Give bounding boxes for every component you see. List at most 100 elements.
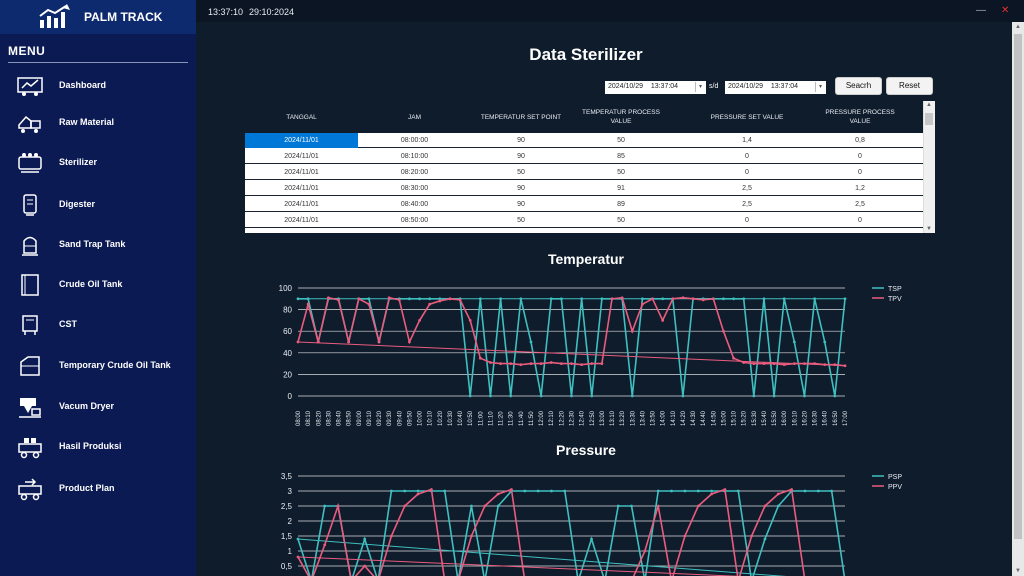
data-point [723, 488, 727, 491]
data-point [323, 543, 327, 547]
table-row[interactable]: 2024/11/01 08:40:00 90 89 2,5 2,5 [245, 197, 923, 212]
data-point [510, 488, 513, 491]
menu-item-crude-oil-tank[interactable]: Crude Oil Tank [10, 270, 192, 300]
x-tick-label: 08:30 [326, 410, 332, 426]
x-tick-label: 13:40 [640, 410, 646, 426]
data-point [549, 361, 553, 364]
trend-line [297, 341, 846, 367]
table-row[interactable]: 2024/11/01 08:30:00 90 91 2,5 1,2 [245, 181, 923, 196]
data-point [736, 489, 740, 493]
trend-line [297, 556, 743, 576]
page-scrollbar-thumb[interactable] [1014, 34, 1022, 539]
menu-item-temporary-crude-oil-tank[interactable]: Temporary Crude Oil Tank [10, 351, 192, 381]
x-tick-label: 15:30 [752, 410, 758, 426]
menu-item-label: Product Plan [59, 483, 115, 493]
product-plan-icon [18, 478, 42, 501]
data-point [509, 394, 513, 398]
data-point [389, 534, 393, 538]
date-to-picker[interactable]: 2024/10/29 13:37:04 ▾ [725, 81, 826, 94]
data-point [347, 340, 351, 344]
table-cell: 08:20:00 [400, 169, 429, 176]
table-scrollbar[interactable]: ▲ ▼ [923, 101, 935, 233]
column-header[interactable]: JAM [408, 113, 421, 121]
crude-oil-tank-icon [21, 274, 39, 296]
x-tick-label: 16:00 [782, 410, 788, 426]
title-bar [0, 0, 1024, 22]
x-tick-label: 14:40 [701, 410, 707, 426]
data-point [430, 488, 433, 491]
y-tick-label: 0 [288, 392, 293, 401]
scroll-down-arrow-icon[interactable]: ▼ [1015, 568, 1021, 574]
menu-item-hasil-produksi[interactable]: Hasil Produksi [10, 432, 192, 462]
x-tick-label: 14:50 [711, 410, 717, 426]
table-cell: 85 [617, 153, 625, 160]
y-tick-label: 2,5 [281, 502, 293, 511]
data-point [416, 492, 420, 496]
table-cell: 50 [517, 169, 525, 176]
data-point [710, 492, 713, 496]
date-from-picker[interactable]: 2024/10/29 13:37:04 ▾ [605, 81, 706, 94]
calendar-icon[interactable]: ▾ [815, 82, 825, 92]
menu-divider [8, 62, 188, 63]
data-point [403, 504, 407, 508]
x-tick-label: 15:40 [762, 410, 768, 426]
column-header[interactable]: TEMPERATUR SET POINT [480, 113, 562, 121]
scroll-up-arrow-icon[interactable]: ▲ [1015, 24, 1021, 30]
table-row[interactable]: 2024/11/01 08:50:00 50 50 0 0 [245, 213, 923, 228]
close-button[interactable]: ✕ [1001, 5, 1010, 16]
y-tick-label: 20 [283, 370, 292, 379]
menu-item-raw-material[interactable]: Raw Material [10, 108, 192, 138]
table-cell: 1,2 [855, 185, 865, 192]
table-cell: 0 [745, 153, 749, 160]
data-point [336, 504, 340, 508]
pressure-chart: 0,5 1 1,5 2 2,5 3 3,5 PSP PPV [281, 472, 902, 576]
menu-item-digester[interactable]: Digester [10, 190, 192, 220]
column-header[interactable]: PRESSURE PROCESS VALUE [825, 109, 895, 125]
table-scrollbar-thumb[interactable] [925, 113, 933, 125]
x-tick-label: 16:50 [833, 410, 839, 426]
data-point [681, 296, 685, 300]
data-point [833, 394, 837, 398]
search-button[interactable]: Seacrh [835, 77, 882, 95]
column-header[interactable]: TANGGAL [286, 113, 317, 121]
clock-date: 29:10:2024 [249, 7, 295, 17]
table-row[interactable]: 2024/11/01 08:10:00 90 85 0 0 [245, 149, 923, 164]
menu-item-vacum-dryer[interactable]: Vacum Dryer [10, 392, 192, 422]
data-point [580, 363, 584, 367]
table-row[interactable]: 2024/11/01 08:00:00 90 50 1,4 0,8 [245, 133, 923, 148]
menu-item-dashboard[interactable]: Dashboard [10, 71, 192, 101]
data-point [803, 489, 807, 493]
data-point [509, 362, 513, 365]
data-point [762, 362, 766, 365]
menu-item-product-plan[interactable]: Product Plan [10, 474, 192, 504]
series-line-psp [297, 490, 846, 576]
menu-item-sand-trap-tank[interactable]: Sand Trap Tank [10, 230, 192, 260]
data-point [496, 504, 500, 508]
data-point [428, 302, 432, 306]
page-scrollbar[interactable]: ▲ ▼ [1012, 22, 1024, 576]
data-point [519, 363, 523, 367]
data-point [732, 356, 735, 360]
reset-button[interactable]: Reset [886, 77, 933, 95]
data-point [803, 394, 806, 398]
x-tick-label: 11:30 [509, 411, 515, 426]
calendar-icon[interactable]: ▾ [695, 82, 705, 92]
table-row[interactable]: 2024/11/01 08:20:00 50 50 0 0 [245, 165, 923, 180]
data-point [630, 394, 634, 398]
table-cell: 2024/11/01 [284, 153, 319, 160]
menu-item-sterilizer[interactable]: Sterilizer [10, 148, 192, 178]
data-point [438, 299, 442, 303]
scroll-up-arrow-icon[interactable]: ▲ [926, 102, 932, 108]
table-cell: 50 [617, 217, 625, 224]
data-point [416, 489, 420, 493]
scroll-down-arrow-icon[interactable]: ▼ [926, 226, 932, 232]
menu-item-cst[interactable]: CST [10, 310, 192, 340]
x-tick-label: 13:50 [651, 410, 657, 426]
menu-item-label: Raw Material [59, 117, 115, 127]
column-header[interactable]: PRESSURE SET VALUE [710, 113, 784, 121]
column-header[interactable]: TEMPERATUR PROCESS VALUE [582, 109, 660, 125]
data-point [306, 302, 310, 306]
x-tick-label: 12:00 [539, 410, 545, 426]
minimize-button[interactable]: — [976, 5, 986, 16]
data-point [763, 537, 767, 541]
